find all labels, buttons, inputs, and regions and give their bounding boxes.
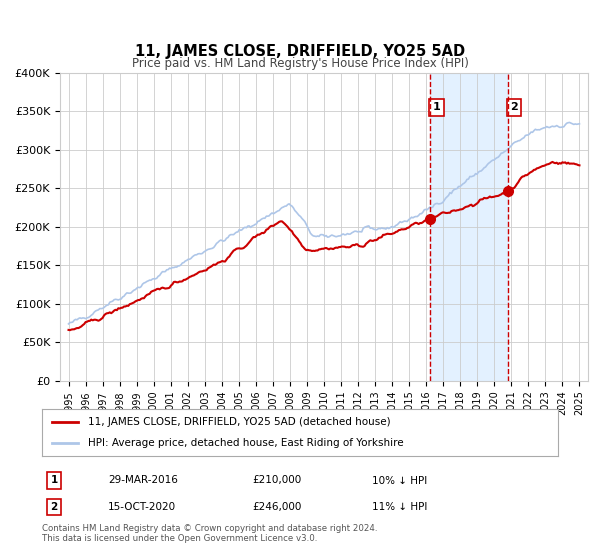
Text: 15-OCT-2020: 15-OCT-2020	[108, 502, 176, 512]
Text: 11, JAMES CLOSE, DRIFFIELD, YO25 5AD (detached house): 11, JAMES CLOSE, DRIFFIELD, YO25 5AD (de…	[88, 417, 391, 427]
Text: £210,000: £210,000	[252, 475, 301, 486]
Text: 2: 2	[50, 502, 58, 512]
Text: 1: 1	[50, 475, 58, 486]
Text: This data is licensed under the Open Government Licence v3.0.: This data is licensed under the Open Gov…	[42, 534, 317, 543]
Text: 2: 2	[511, 102, 518, 113]
Text: £246,000: £246,000	[252, 502, 301, 512]
Text: 1: 1	[433, 102, 440, 113]
Text: 10% ↓ HPI: 10% ↓ HPI	[372, 475, 427, 486]
Text: Contains HM Land Registry data © Crown copyright and database right 2024.: Contains HM Land Registry data © Crown c…	[42, 524, 377, 533]
Text: HPI: Average price, detached house, East Riding of Yorkshire: HPI: Average price, detached house, East…	[88, 438, 404, 448]
Bar	[430, 73, 508, 381]
Text: 29-MAR-2016: 29-MAR-2016	[108, 475, 178, 486]
Text: Price paid vs. HM Land Registry's House Price Index (HPI): Price paid vs. HM Land Registry's House …	[131, 57, 469, 70]
Text: 11% ↓ HPI: 11% ↓ HPI	[372, 502, 427, 512]
Text: 11, JAMES CLOSE, DRIFFIELD, YO25 5AD: 11, JAMES CLOSE, DRIFFIELD, YO25 5AD	[135, 44, 465, 59]
